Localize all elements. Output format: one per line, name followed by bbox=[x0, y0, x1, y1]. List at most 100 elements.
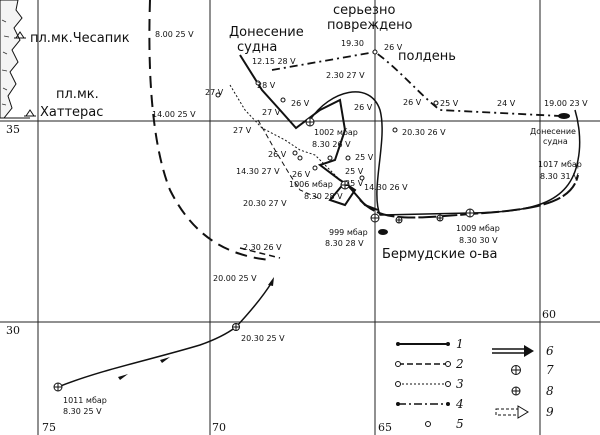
damaged-label-line1: серьезно bbox=[333, 3, 395, 18]
track-label: 26 V bbox=[384, 43, 403, 52]
legend-num-9: 9 bbox=[546, 405, 554, 419]
obs-point bbox=[297, 155, 303, 161]
obs-point bbox=[255, 80, 261, 86]
lon-60-label: 60 bbox=[542, 308, 556, 321]
track-label: 1002 мбар bbox=[314, 128, 358, 137]
track-dashed-west bbox=[148, 0, 271, 261]
ship-report-small-line2: судна bbox=[543, 137, 568, 146]
track-arrow bbox=[118, 374, 128, 380]
lightship-icon bbox=[14, 31, 26, 39]
legend: 1 2 3 4 5 6 7 bbox=[395, 337, 554, 431]
track-label: 25 V bbox=[345, 179, 364, 188]
track-label: 19.30 bbox=[341, 39, 364, 48]
track-dashed-segment bbox=[239, 247, 281, 259]
track-label: 20.00 25 V bbox=[213, 274, 257, 283]
obs-point bbox=[327, 155, 333, 161]
pressure-center-markers bbox=[53, 117, 475, 392]
track-label: 26 V bbox=[403, 98, 422, 107]
legend-item-3: 3 bbox=[395, 377, 464, 391]
ship-report-label-line2: судна bbox=[237, 40, 277, 55]
lat-30-label: 30 bbox=[6, 324, 20, 337]
damaged-label-line2: повреждено bbox=[327, 18, 413, 33]
legend-num-3: 3 bbox=[456, 377, 464, 391]
legend-num-7: 7 bbox=[546, 363, 554, 377]
observation-points bbox=[215, 49, 439, 181]
track-label: 12.15 28 V bbox=[252, 57, 296, 66]
ship-report-label-line1: Донесение bbox=[229, 25, 304, 40]
track-central-tangle bbox=[239, 54, 379, 211]
track-label: 26 V bbox=[354, 103, 373, 112]
track-label: 20.30 27 V bbox=[243, 199, 287, 208]
obs-point bbox=[280, 97, 286, 103]
obs-point bbox=[215, 92, 221, 98]
track-label: 14.30 27 V bbox=[236, 167, 280, 176]
legend-item-4: 4 bbox=[396, 397, 464, 411]
legend-item-2: 2 bbox=[395, 357, 464, 371]
crossed-circle-icon bbox=[436, 214, 444, 222]
ship-report-small-line1: Донесение bbox=[530, 127, 576, 136]
lightship-chesapeake: пл.мк.Чесапик bbox=[14, 31, 130, 46]
legend-item-5: 5 bbox=[425, 417, 464, 431]
track-label: 1011 мбар bbox=[63, 396, 107, 405]
track-east-loop bbox=[309, 91, 581, 216]
ship-marker bbox=[558, 113, 570, 119]
track-label: 27 V bbox=[205, 88, 224, 97]
lon-65-label: 65 bbox=[378, 421, 392, 434]
track-label: 8.30 30 V bbox=[459, 236, 498, 245]
legend-item-8: 8 bbox=[511, 384, 554, 398]
track-arrow bbox=[268, 277, 274, 286]
coastline bbox=[0, 0, 30, 119]
track-label: 27 V bbox=[262, 108, 281, 117]
track-label: 8.30 28 V bbox=[304, 192, 343, 201]
track-label: 1009 мбар bbox=[456, 224, 500, 233]
track-label: 8.30 25 V bbox=[63, 407, 102, 416]
crossed-circle-icon bbox=[370, 213, 380, 223]
crossed-circle-icon bbox=[53, 382, 63, 392]
track-label: 2.30 26 V bbox=[243, 243, 282, 252]
track-label: 14.30 26 V bbox=[364, 183, 408, 192]
track-label: 25 V bbox=[440, 99, 459, 108]
track-solid-sw bbox=[57, 281, 273, 388]
track-dotted-west bbox=[229, 84, 346, 186]
track-arrow bbox=[160, 357, 170, 363]
obs-point bbox=[392, 127, 398, 133]
track-label: 25 V bbox=[345, 167, 364, 176]
track-label: 26 V bbox=[291, 99, 310, 108]
obs-point bbox=[312, 165, 318, 171]
legend-num-1: 1 bbox=[456, 337, 464, 351]
obs-point bbox=[359, 175, 365, 181]
lat-35-label: 35 bbox=[6, 123, 20, 136]
track-label: 27 V bbox=[233, 126, 252, 135]
track-label: 8.30 26 V bbox=[312, 140, 351, 149]
hatteras-label-line1: пл.мк. bbox=[56, 87, 99, 102]
noon-label: полдень bbox=[398, 49, 456, 64]
track-label: 25 V bbox=[355, 153, 374, 162]
track-label: 1006 мбар bbox=[289, 180, 333, 189]
legend-num-8: 8 bbox=[546, 384, 554, 398]
track-annotations: 8.00 25 V 14.00 25 V 12.15 28 V 19.30 26… bbox=[63, 30, 588, 416]
track-label: 8.00 25 V bbox=[155, 30, 194, 39]
obs-point bbox=[433, 100, 439, 106]
lightship-hatteras: пл.мк. Хаттерас bbox=[24, 87, 103, 120]
track-label: 14.00 25 V bbox=[152, 110, 196, 119]
legend-num-6: 6 bbox=[546, 344, 554, 358]
track-label: 20.30 26 V bbox=[402, 128, 446, 137]
track-label: 24 V bbox=[497, 99, 516, 108]
lon-75-label: 75 bbox=[42, 421, 56, 434]
legend-item-7: 7 bbox=[511, 363, 554, 377]
track-label: 8.30 31 V bbox=[540, 172, 579, 181]
legend-item-1: 1 bbox=[396, 337, 464, 351]
crossed-circle-icon bbox=[232, 323, 240, 331]
track-label: 2.30 27 V bbox=[326, 71, 365, 80]
track-label: 999 мбар bbox=[329, 228, 368, 237]
track-label: 19.00 23 V bbox=[544, 99, 588, 108]
track-label: 1017 мбар bbox=[538, 160, 582, 169]
track-label: 28 V bbox=[257, 81, 276, 90]
lon-70-label: 70 bbox=[212, 421, 226, 434]
obs-point bbox=[372, 49, 378, 55]
legend-item-9: 9 bbox=[495, 405, 554, 419]
legend-num-2: 2 bbox=[455, 357, 464, 371]
